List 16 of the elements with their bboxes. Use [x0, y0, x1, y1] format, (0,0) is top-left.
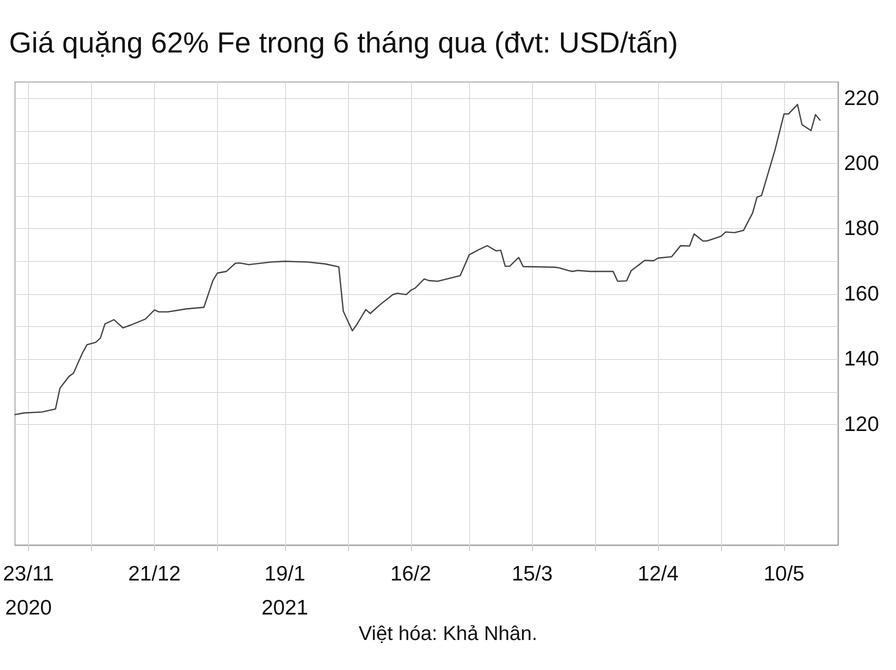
- y-tick-label: 140: [844, 348, 880, 371]
- x-tick-label: 15/3: [512, 562, 553, 586]
- y-tick-label: 220: [844, 86, 880, 110]
- y-tick-label: 180: [844, 217, 880, 240]
- chart-title: Giá quặng 62% Fe trong 6 tháng qua (đvt: USD/tấn): [9, 28, 678, 60]
- x-tick-label: 16/2: [390, 562, 432, 586]
- x-tick-label: 21/12: [128, 562, 181, 586]
- x-tick-label: 19/1 2021: [261, 562, 308, 620]
- x-tick-label: 12/4: [638, 562, 679, 586]
- line-series: [14, 104, 821, 416]
- y-tick-label: 200: [844, 152, 880, 176]
- x-tick-label: 23/11 2020: [2, 562, 54, 620]
- y-tick-label: 160: [844, 282, 880, 306]
- text: Việt hóa: Khả Nhân.: [358, 623, 538, 645]
- x-tick-label: 10/5: [764, 562, 804, 586]
- y-tick-label: 120: [844, 412, 880, 436]
